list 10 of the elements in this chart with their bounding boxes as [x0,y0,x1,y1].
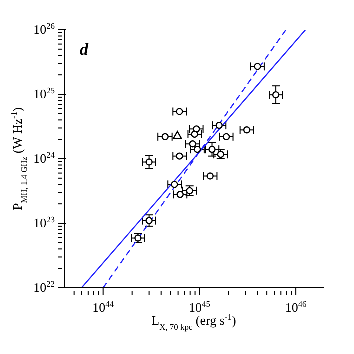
x-axis-title: L$_{X, 70 kpc}$ (erg s$^{-1}$) [152,312,236,332]
x-tick-label: 10$^{45}$ [188,299,210,315]
y-tick-label: 10$^{22}$ [34,279,55,295]
y-tick-label: 10$^{24}$ [34,150,56,166]
x-tick-label: 10$^{46}$ [285,299,307,315]
annotation: d [80,40,89,59]
x-tick-label: 10$^{44}$ [92,299,115,315]
y-tick-label: 10$^{26}$ [34,21,55,37]
y-tick-label: 10$^{25}$ [34,86,55,102]
y-tick-label: 10$^{23}$ [34,214,55,230]
